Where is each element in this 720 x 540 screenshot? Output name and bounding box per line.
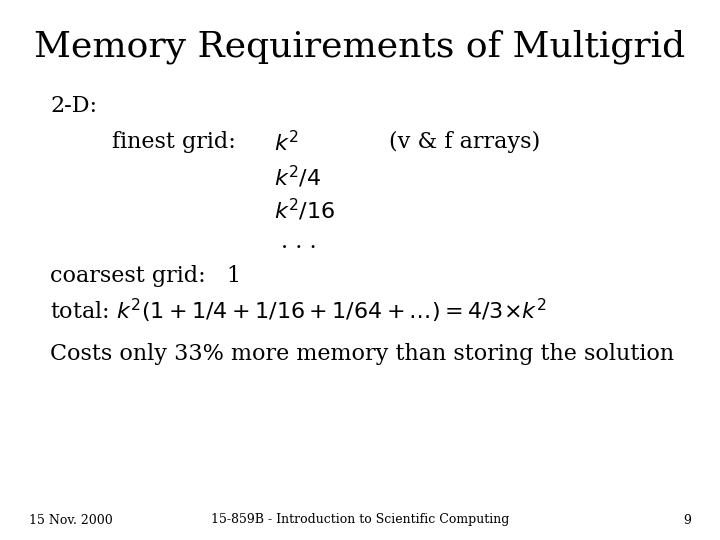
Text: 15-859B - Introduction to Scientific Computing: 15-859B - Introduction to Scientific Com… [211, 514, 509, 526]
Text: 15 Nov. 2000: 15 Nov. 2000 [29, 514, 112, 526]
Text: $k^2/16$: $k^2/16$ [274, 197, 335, 224]
Text: 2-D:: 2-D: [50, 94, 97, 117]
Text: (v & f arrays): (v & f arrays) [389, 131, 540, 153]
Text: Memory Requirements of Multigrid: Memory Requirements of Multigrid [35, 30, 685, 64]
Text: 9: 9 [683, 514, 691, 526]
Text: $k^2/4$: $k^2/4$ [274, 165, 321, 191]
Text: finest grid:: finest grid: [112, 131, 235, 153]
Text: Costs only 33% more memory than storing the solution: Costs only 33% more memory than storing … [50, 343, 675, 365]
Text: . . .: . . . [281, 231, 316, 253]
Text: $k^2$: $k^2$ [274, 131, 298, 156]
Text: coarsest grid:   1: coarsest grid: 1 [50, 265, 241, 287]
Text: total: $k^2(1+1/4+1/16+1/64+\ldots) = 4/3{\times}k^2$: total: $k^2(1+1/4+1/16+1/64+\ldots) = 4/… [50, 297, 546, 325]
